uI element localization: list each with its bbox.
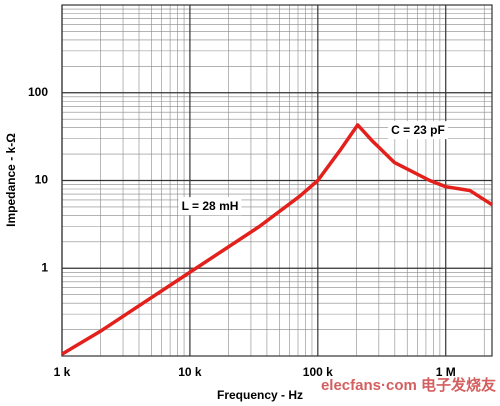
impedance-line	[61, 123, 493, 356]
annotation-bg	[178, 197, 242, 216]
annotation: L = 28 mH	[182, 199, 239, 213]
x-tick-label: 10 k	[178, 365, 202, 379]
watermark: elecfans·com 电子发烧友	[321, 376, 496, 394]
x-tick-label: 1 M	[436, 365, 456, 379]
annotation: C = 23 pF	[391, 123, 445, 137]
x-tick-label: 1 k	[54, 365, 71, 379]
plot-frame	[61, 4, 493, 357]
annotation-bg	[388, 121, 448, 140]
y-tick-label: 10	[35, 173, 49, 187]
x-axis-title: Frequency - Hz	[217, 388, 303, 402]
y-axis-title: Impedance - k-Ω	[4, 133, 18, 227]
x-tick-label: 100 k	[303, 365, 333, 379]
y-tick-label: 1	[41, 260, 48, 274]
y-tick-label: 100	[28, 85, 48, 99]
